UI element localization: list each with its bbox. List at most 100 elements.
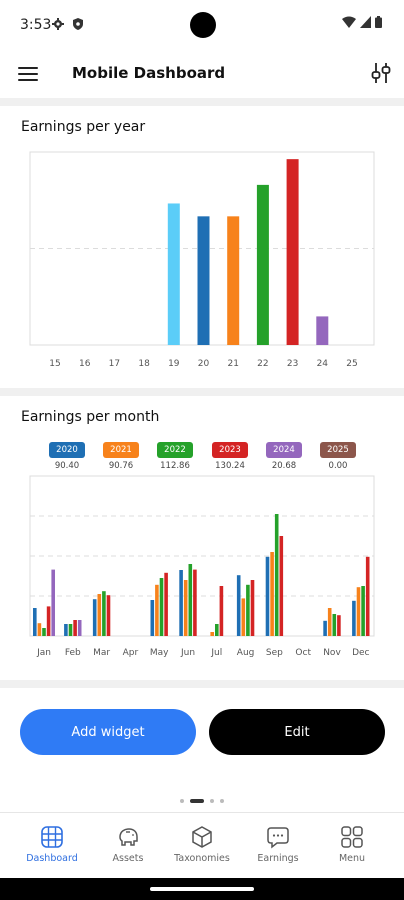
bar-Sep-2021[interactable]: [270, 552, 274, 636]
bar-Mar-2020[interactable]: [92, 599, 97, 636]
bar-Dec-2022[interactable]: [361, 586, 365, 636]
bar-Nov-2022[interactable]: [332, 614, 337, 636]
bottom-navigation: Dashboard Assets Taxonomies Earnings Men…: [0, 812, 404, 878]
bar-Dec-2023[interactable]: [365, 556, 370, 636]
bar-May-2021[interactable]: [155, 584, 159, 636]
legend-item[interactable]: 2025 0.00: [319, 442, 357, 471]
nav-item-assets[interactable]: Assets: [88, 813, 168, 879]
bar-Jan-2024[interactable]: [51, 569, 55, 636]
add-widget-button[interactable]: Add widget: [20, 709, 196, 755]
bar-Feb-2023[interactable]: [73, 620, 77, 636]
nav-item-taxonomies[interactable]: Taxonomies: [162, 813, 242, 879]
page-dot[interactable]: [210, 799, 214, 803]
page-title: Mobile Dashboard: [72, 64, 226, 82]
page-dot-active[interactable]: [190, 799, 204, 803]
bar-Nov-2023[interactable]: [337, 615, 341, 636]
bar-Jul-2021[interactable]: [210, 632, 214, 636]
legend-badge-2022: 2022: [157, 442, 193, 458]
legend-item[interactable]: 2020 90.40: [48, 442, 86, 471]
bar-Sep-2023[interactable]: [279, 536, 284, 636]
x-tick-label: Nov: [323, 648, 341, 658]
x-tick-label: 18: [138, 359, 150, 369]
legend-total-2025: 0.00: [328, 461, 348, 471]
monthly-legend: 2020 90.40 2021 90.76 2022 112.86 2023 1…: [48, 442, 368, 478]
nav-item-menu[interactable]: Menu: [312, 813, 392, 879]
bar-Jun-2023[interactable]: [193, 569, 197, 636]
bar-Mar-2021[interactable]: [97, 594, 102, 636]
bar-May-2022[interactable]: [159, 578, 164, 636]
bar-Jan-2020[interactable]: [33, 608, 37, 636]
bar-21[interactable]: [227, 216, 240, 345]
page-indicator: [0, 797, 404, 805]
nav-item-earnings[interactable]: Earnings: [238, 813, 318, 879]
legend-total-2020: 90.40: [54, 461, 80, 471]
bar-Jun-2021[interactable]: [183, 580, 188, 636]
bar-Dec-2021[interactable]: [356, 587, 361, 636]
legend-badge-2021: 2021: [103, 442, 139, 458]
bar-Aug-2020[interactable]: [236, 575, 241, 636]
divider: [0, 680, 404, 688]
home-gesture-handle[interactable]: [150, 887, 254, 891]
bar-Aug-2021[interactable]: [241, 598, 246, 636]
bar-Mar-2023[interactable]: [106, 595, 111, 636]
sliders-icon[interactable]: [368, 60, 394, 86]
yearly-card-title: Earnings per year: [21, 119, 146, 135]
nav-item-dashboard[interactable]: Dashboard: [12, 813, 92, 879]
bar-22[interactable]: [256, 184, 269, 345]
divider: [0, 98, 404, 106]
bar-Nov-2020[interactable]: [323, 620, 327, 636]
bar-May-2020[interactable]: [150, 600, 155, 636]
bar-Feb-2024[interactable]: [77, 620, 82, 636]
monthly-card-title: Earnings per month: [21, 409, 160, 425]
legend-total-2022: 112.86: [160, 461, 190, 471]
x-tick-label: 19: [168, 359, 180, 369]
hamburger-icon[interactable]: [18, 66, 38, 82]
status-icons: [342, 16, 382, 28]
bar-Jun-2022[interactable]: [188, 564, 193, 636]
bar-Jul-2023[interactable]: [219, 586, 224, 636]
bar-Jun-2020[interactable]: [179, 570, 183, 636]
x-tick-label: Jul: [210, 648, 222, 658]
bar-24[interactable]: [316, 316, 329, 345]
x-tick-label: Aug: [237, 648, 255, 658]
bar-Mar-2022[interactable]: [102, 591, 106, 636]
bar-Sep-2020[interactable]: [265, 556, 270, 636]
page-dot[interactable]: [180, 799, 184, 803]
x-tick-label: 20: [198, 359, 210, 369]
bar-Jul-2022[interactable]: [215, 624, 219, 636]
system-gesture-bar: [0, 878, 404, 900]
camera-cutout: [190, 12, 216, 38]
four-squares-icon: [341, 826, 363, 848]
legend-item[interactable]: 2022 112.86: [156, 442, 194, 471]
bar-19[interactable]: [167, 203, 180, 345]
x-tick-label: 25: [346, 359, 357, 369]
battery-icon: [375, 16, 382, 28]
bar-Dec-2020[interactable]: [352, 600, 356, 636]
legend-item[interactable]: 2021 90.76: [102, 442, 140, 471]
bar-Jan-2021[interactable]: [37, 623, 42, 636]
shield-icon: [73, 18, 83, 30]
legend-badge-2023: 2023: [212, 442, 248, 458]
bar-May-2023[interactable]: [164, 572, 168, 636]
x-tick-label: Jan: [36, 648, 51, 658]
bar-Sep-2022[interactable]: [274, 514, 279, 636]
nav-label: Taxonomies: [174, 853, 230, 864]
bar-23[interactable]: [286, 159, 299, 345]
bar-Jan-2022[interactable]: [42, 628, 46, 636]
legend-item[interactable]: 2024 20.68: [265, 442, 303, 471]
legend-item[interactable]: 2023 130.24: [211, 442, 249, 471]
nav-label: Assets: [112, 853, 144, 864]
edit-button[interactable]: Edit: [209, 709, 385, 755]
grid-globe-icon: [41, 826, 63, 848]
bar-Jan-2023[interactable]: [46, 606, 51, 636]
page-dot[interactable]: [220, 799, 224, 803]
bar-20[interactable]: [197, 216, 210, 345]
signal-icon: [360, 16, 371, 28]
bar-Feb-2022[interactable]: [68, 624, 73, 636]
x-tick-label: 15: [49, 359, 60, 369]
nav-label: Menu: [338, 853, 366, 864]
bar-Aug-2023[interactable]: [250, 580, 255, 636]
bar-Nov-2021[interactable]: [327, 608, 332, 636]
bar-Aug-2022[interactable]: [246, 584, 250, 636]
bar-Feb-2020[interactable]: [64, 624, 68, 636]
